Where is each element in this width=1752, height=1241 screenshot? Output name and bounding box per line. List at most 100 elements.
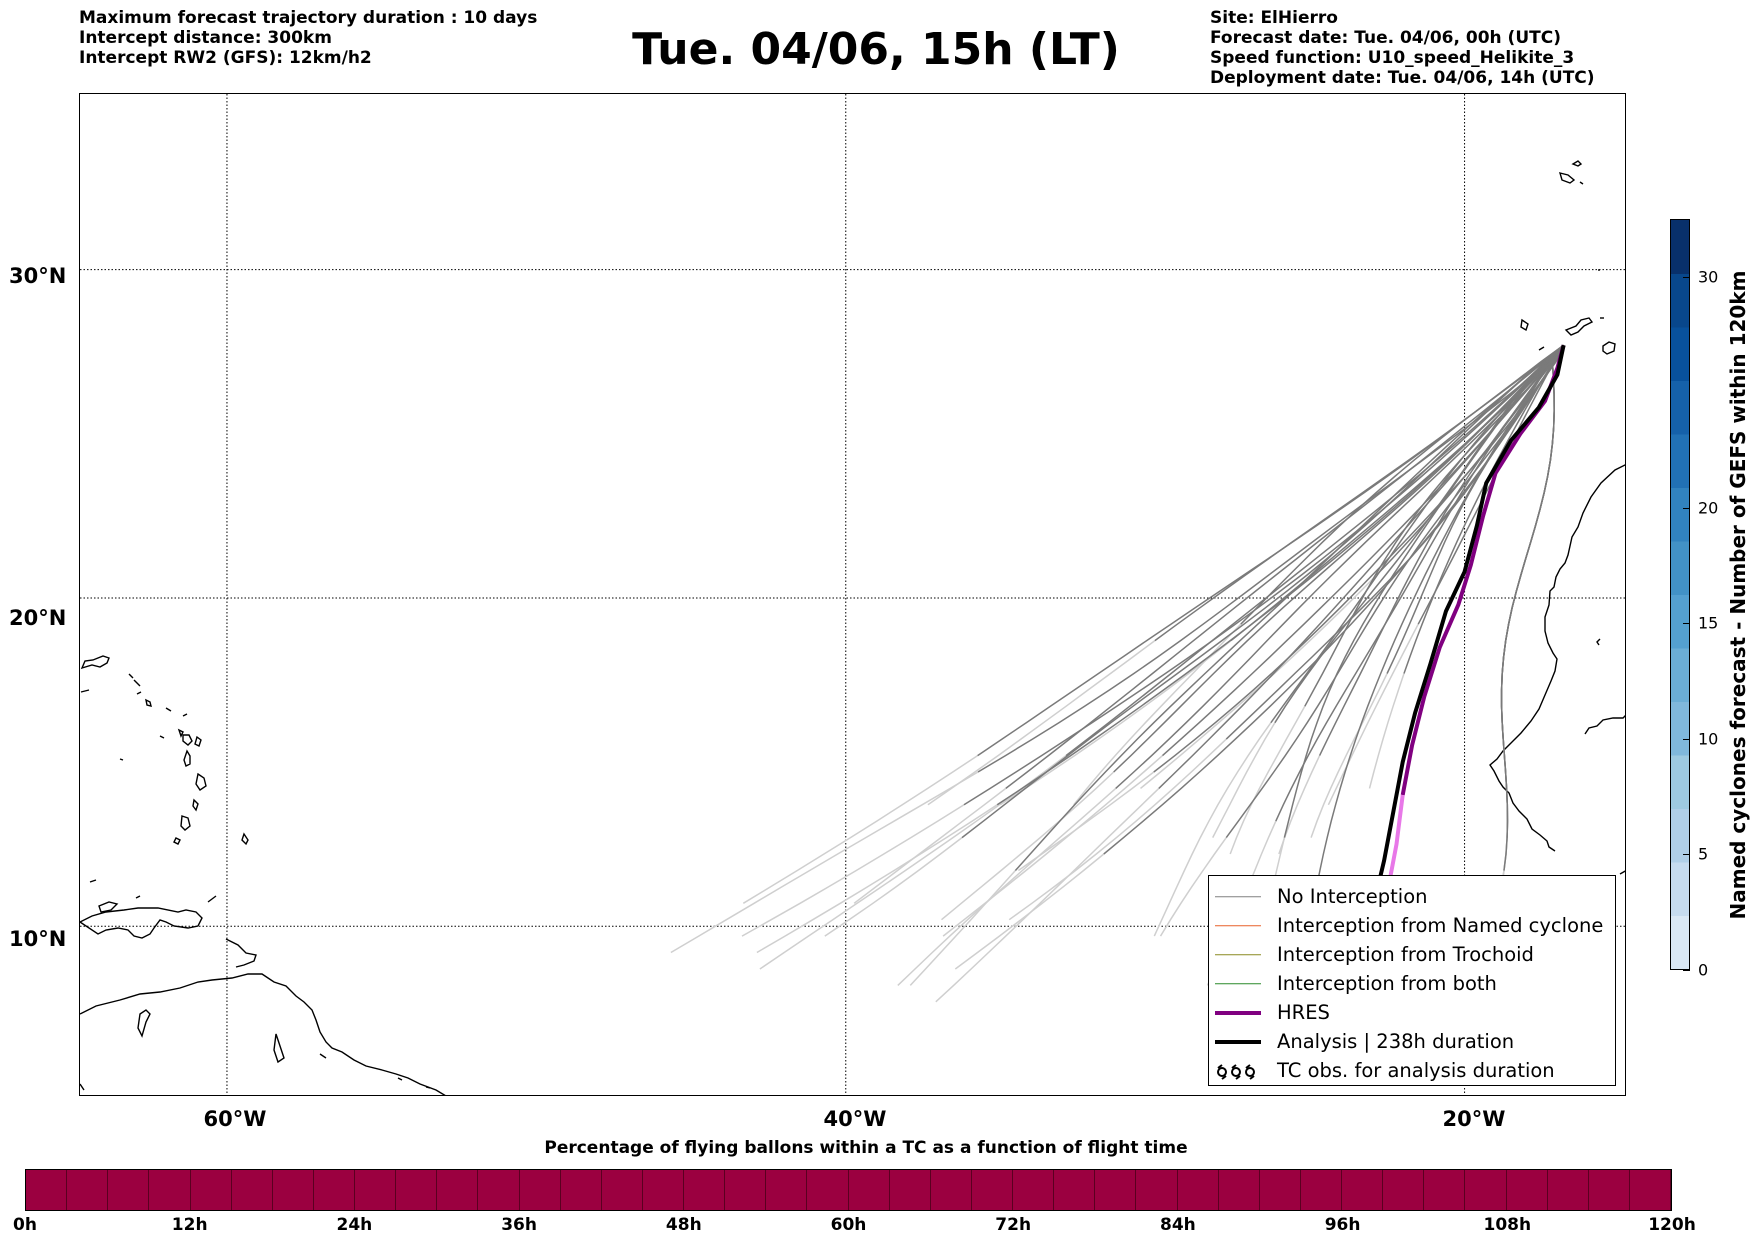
timeline-segment (1095, 1170, 1137, 1210)
intercept-rw2-text: Intercept RW2 (GFS): 12km/h2 (79, 48, 372, 68)
ensemble-trajectory-tail (1229, 705, 1306, 855)
timeline-segment (67, 1170, 109, 1210)
africa-coast (1584, 715, 1625, 735)
timeline-label: 0h (13, 1215, 37, 1235)
legend-item-no-interception: No Interception (1209, 882, 1615, 911)
speed-function-text: Speed function: U10_speed_Helikite_3 (1210, 48, 1575, 68)
legend-label: Interception from Trochoid (1277, 943, 1534, 966)
lat-label-10n: 10°N (9, 927, 67, 951)
legend-item-named-cyclone: Interception from Named cyclone (1209, 911, 1615, 940)
colorbar-segment (1671, 273, 1689, 328)
timeline-segment (766, 1170, 808, 1210)
timeline-segment (437, 1170, 479, 1210)
ensemble-trajectory-tail (1278, 755, 1321, 855)
island-outline (425, 1086, 431, 1089)
timeline-title: Percentage of flying ballons within a TC… (544, 1138, 1188, 1158)
intercept-distance-text: Intercept distance: 300km (79, 28, 332, 48)
ensemble-trajectory (977, 344, 1565, 773)
colorbar-segment (1671, 541, 1689, 595)
colorbar-tick-label: 0 (1698, 960, 1709, 980)
colorbar-segment (1671, 701, 1689, 756)
ensemble-trajectory-tail (759, 755, 1067, 970)
timeline-segment (313, 1170, 355, 1210)
ensemble-trajectory-tail (824, 837, 963, 937)
ensemble-trajectory-tail (1310, 673, 1388, 838)
timeline-segment (1424, 1170, 1466, 1210)
ensemble-trajectory (1115, 344, 1565, 789)
ensemble-trajectory-tail (999, 640, 1232, 806)
ensemble-trajectory-tail (742, 754, 979, 904)
timeline-segment (1342, 1170, 1384, 1210)
ensemble-trajectory-tail (741, 804, 965, 937)
colorbar-segment (1671, 487, 1689, 542)
island-outline (1520, 318, 1529, 332)
colorbar-label: Named cyclones forecast - Number of GEFS… (1726, 270, 1750, 920)
timeline-segment (190, 1170, 232, 1210)
ensemble-trajectory-tail (935, 787, 1160, 1003)
colorbar-segment (1671, 755, 1689, 809)
island-outline (89, 879, 97, 883)
colorbar-segment (1671, 220, 1689, 274)
timeline-segment (355, 1170, 397, 1210)
island-outline (1579, 181, 1584, 185)
timeline-segment (1383, 1170, 1425, 1210)
timeline-segment (26, 1170, 68, 1210)
ensemble-trajectory-tail (941, 771, 1115, 921)
island-outline (165, 707, 172, 712)
colorbar-tick-label: 10 (1698, 729, 1719, 749)
timeline-segment (1177, 1170, 1219, 1210)
island-outline (194, 735, 202, 747)
timeline-label: 60h (830, 1215, 867, 1235)
ensemble-trajectory (1005, 344, 1565, 789)
timeline-segment (1588, 1170, 1630, 1210)
island-outline (1538, 346, 1545, 351)
site-text: Site: ElHierro (1210, 8, 1338, 28)
ensemble-trajectory (1500, 344, 1565, 838)
island-outline (133, 679, 141, 687)
timeline-segment (1465, 1170, 1507, 1210)
timeline-label: 12h (171, 1215, 208, 1235)
timeline-label: 96h (1324, 1215, 1361, 1235)
timeline-segment (1506, 1170, 1548, 1210)
island-outline (98, 901, 119, 913)
cyclone-symbol-icon (1215, 1061, 1261, 1081)
africa-coast (1489, 464, 1625, 852)
ensemble-trajectory (1154, 344, 1565, 642)
south-america-coast (80, 973, 446, 1095)
timeline-segment (848, 1170, 890, 1210)
colorbar-tick (1683, 276, 1690, 278)
lat-label-30n: 30°N (9, 264, 67, 288)
colorbar-gradient (1671, 220, 1689, 970)
timeline-segment (889, 1170, 931, 1210)
timeline-segment (396, 1170, 438, 1210)
timeline-segment (1629, 1170, 1671, 1210)
ensemble-trajectory-tail (1159, 837, 1227, 937)
island-outline (119, 758, 124, 761)
colorbar-tick-label: 30 (1698, 267, 1719, 287)
ensemble-trajectory-tail (853, 787, 1007, 904)
trajectory-ensemble (961, 344, 1565, 888)
island-outline (135, 895, 141, 899)
island-outline (137, 1009, 151, 1038)
island-outline (207, 895, 217, 903)
island-outline (177, 728, 184, 738)
ensemble-trajectory (1240, 344, 1565, 625)
ensemble-trajectory (961, 344, 1565, 839)
island-outline (182, 734, 193, 746)
header-right-info: Site: ElHierro Forecast date: Tue. 04/06… (1210, 8, 1595, 88)
island-outline (173, 837, 181, 845)
ensemble-trajectory-tail (897, 787, 1117, 986)
ensemble-trajectory (1014, 344, 1565, 872)
timeline-segment (1218, 1170, 1260, 1210)
coastlines (80, 160, 1625, 1095)
timeline-segment (149, 1170, 191, 1210)
analysis-trajectory (1372, 344, 1566, 901)
colorbar-segment (1671, 915, 1689, 970)
ensemble-trajectory (1403, 344, 1565, 674)
ensemble-trajectory-tail (670, 771, 979, 954)
ensemble-trajectory (1113, 344, 1565, 773)
legend-item-analysis: Analysis | 238h duration (1209, 1027, 1615, 1056)
timeline-segment (1547, 1170, 1589, 1210)
ensemble-trajectory-tail (1008, 738, 1227, 921)
deployment-date-text: Deployment date: Tue. 04/06, 14h (UTC) (1210, 68, 1595, 88)
